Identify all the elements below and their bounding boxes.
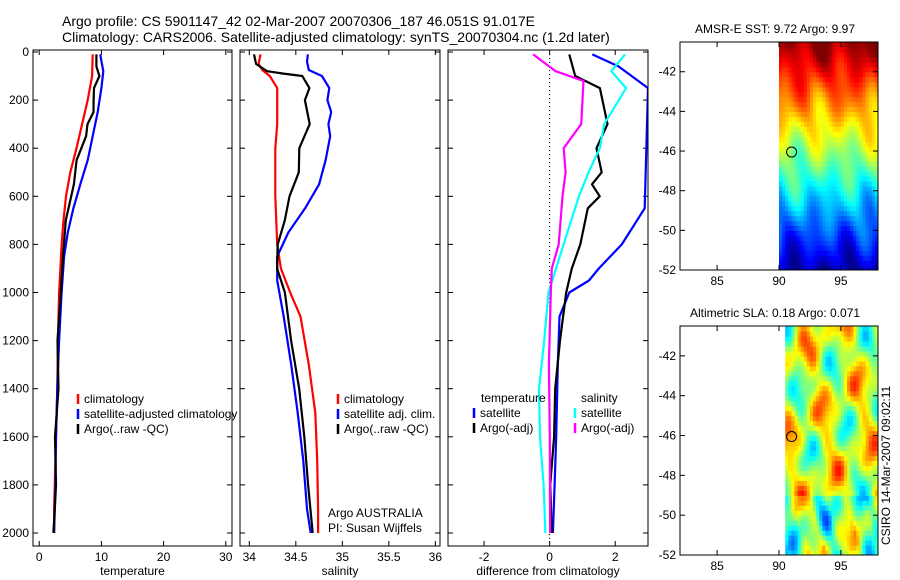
xtick-label: 0	[546, 550, 553, 564]
sla-map-panel: Altimetric SLA: 0.18 Argo: 0.071 -42 -44 -4…	[659, 306, 879, 573]
csiro-credit: CSIRO 14-Mar-2007 09:02:11	[879, 385, 893, 545]
temperature-panel: 0 200 400 600 800 1000 1200 1400 1600 1800 2000 0 10…	[2, 45, 237, 578]
xtick-label: 10	[95, 550, 109, 564]
x-axis-label: difference from climatology	[476, 564, 619, 578]
xtick-label: 90	[772, 274, 786, 288]
ytick-label: -42	[659, 349, 677, 363]
argo-location-marker	[786, 146, 798, 158]
legend-label: satellite-adjusted climatology	[84, 407, 237, 421]
xtick-label: 35	[336, 550, 350, 564]
sst-map-panel: AMSR-E SST: 9.72 Argo: 9.97 -42 -44 -46 -48 -…	[659, 22, 879, 288]
series-line-argo-raw-qc-	[52, 54, 101, 534]
ytick-label: 800	[9, 237, 29, 251]
legend-label: climatology	[84, 392, 144, 406]
ytick-label: 1600	[2, 430, 29, 444]
header-line2: Climatology: CARS2006. Satellite-adjuste…	[62, 29, 610, 45]
annotation-line: Argo AUSTRALIA	[328, 506, 423, 520]
legend-label: Argo(-adj)	[581, 421, 634, 435]
ytick-label: 0	[22, 45, 29, 59]
xtick-label: 90	[772, 559, 786, 573]
xtick-label: 95	[834, 559, 848, 573]
xtick-label: 85	[710, 559, 724, 573]
legend-label: Argo(..raw -QC)	[84, 422, 169, 436]
ytick-label: -42	[659, 65, 677, 79]
xtick-label: 36	[429, 550, 443, 564]
series-line-argo-raw-qc-	[252, 54, 314, 534]
ytick-label: -52	[659, 263, 677, 277]
header-line1: Argo profile: CS 5901147_42 02-Mar-2007 …	[62, 13, 535, 29]
legend-title: temperature	[481, 391, 546, 405]
xtick-label: 85	[710, 274, 724, 288]
ytick-label: -50	[659, 223, 677, 237]
ytick-label: -52	[659, 548, 677, 562]
legend-label: Argo(-adj)	[480, 421, 533, 435]
x-axis-label: temperature	[100, 564, 165, 578]
series-group	[52, 54, 105, 534]
ytick-label: -50	[659, 508, 677, 522]
plot-frame	[447, 49, 649, 547]
ytick-label: 200	[9, 93, 29, 107]
series-line-satellite-adj-clim-	[276, 54, 333, 534]
ytick-label: 2000	[2, 526, 29, 540]
salinity-panel: 34 34.5 35 35.5 36 salinity climatologysatelli…	[239, 49, 443, 578]
series-line-temperature-argo-adj-	[549, 54, 609, 534]
ytick-label: 1400	[2, 382, 29, 396]
ytick-label: -44	[659, 389, 677, 403]
ytick-label: -48	[659, 184, 677, 198]
xtick-label: 0	[36, 550, 43, 564]
annotation-line: PI: Susan Wijffels	[328, 521, 422, 535]
ytick-label: -44	[659, 104, 677, 118]
x-axis-label: salinity	[322, 564, 359, 578]
xtick-label: 2	[612, 550, 619, 564]
ytick-label: 400	[9, 141, 29, 155]
xtick-label: 34	[243, 550, 257, 564]
heatmap-cells	[785, 326, 878, 555]
legend-label: climatology	[344, 392, 404, 406]
ytick-label: 1000	[2, 286, 29, 300]
legend-label: satellite adj. clim.	[344, 407, 435, 421]
legend-label: Argo(..raw -QC)	[344, 422, 429, 436]
legend-label: satellite	[480, 406, 521, 420]
map-frame	[679, 41, 879, 271]
map-title: AMSR-E SST: 9.72 Argo: 9.97	[695, 22, 855, 36]
argo-location-marker	[786, 431, 798, 443]
plot-frame	[32, 49, 233, 547]
heatmap-cells	[779, 42, 878, 270]
ytick-label: -46	[659, 144, 677, 158]
legend-title: salinity	[581, 391, 618, 405]
plot-frame	[239, 49, 441, 547]
series-group	[252, 54, 333, 534]
ytick-label: -48	[659, 468, 677, 482]
map-title: Altimetric SLA: 0.18 Argo: 0.071	[690, 306, 860, 320]
xtick-label: 35.5	[377, 550, 401, 564]
xtick-label: 95	[834, 274, 848, 288]
legend-label: satellite	[581, 406, 622, 420]
series-line-salinity-argo-adj-	[532, 53, 585, 534]
ytick-label: 1200	[2, 334, 29, 348]
ytick-label: 1800	[2, 478, 29, 492]
ytick-label: 600	[9, 189, 29, 203]
xtick-label: -2	[479, 550, 490, 564]
series-group	[532, 53, 648, 534]
ytick-label: -46	[659, 429, 677, 443]
map-frame	[679, 325, 879, 556]
xtick-label: 20	[157, 550, 171, 564]
xtick-label: 30	[219, 550, 233, 564]
series-line-temperature-satellite	[551, 53, 648, 534]
series-line-salinity-satellite	[537, 53, 628, 534]
xtick-label: 34.5	[284, 550, 308, 564]
